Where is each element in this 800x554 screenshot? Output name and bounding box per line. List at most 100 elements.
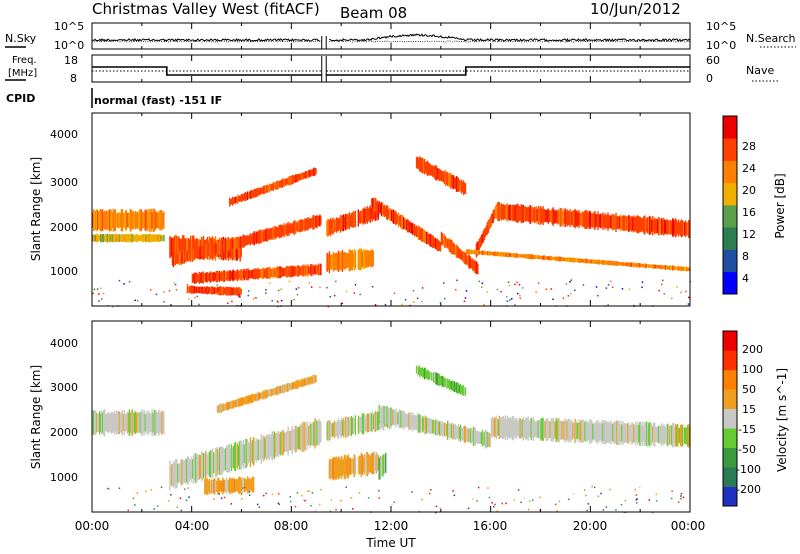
heatmap-cell <box>306 170 308 179</box>
heatmap-cell <box>664 425 666 444</box>
heatmap-cell <box>208 287 210 294</box>
heatmap-cell <box>282 267 284 277</box>
heatmap-cell <box>99 413 102 432</box>
heatmap-cell <box>231 447 234 467</box>
heatmap-cell <box>204 287 206 293</box>
heatmap-cell <box>100 234 103 242</box>
heatmap-cell <box>521 204 523 223</box>
heatmap-cell <box>134 411 136 434</box>
heatmap-cell <box>497 201 499 222</box>
heatmap-cell <box>519 294 521 297</box>
heatmap-cell <box>445 422 447 437</box>
heatmap-cell <box>101 412 104 433</box>
heatmap-cell <box>628 422 630 444</box>
heatmap-cell <box>684 267 686 271</box>
heatmap-cell <box>286 178 288 185</box>
heatmap-cell <box>476 430 479 444</box>
heatmap-cell <box>569 209 571 228</box>
heatmap-cell <box>174 253 177 266</box>
heatmap-cell <box>428 371 431 380</box>
heatmap-cell <box>95 210 97 230</box>
heatmap-cell <box>417 366 420 375</box>
heatmap-cell <box>223 240 225 253</box>
heatmap-cell <box>416 364 419 376</box>
heatmap-cell <box>337 456 340 480</box>
heatmap-cell <box>575 258 577 263</box>
heatmap-cell <box>461 427 464 440</box>
heatmap-cell <box>648 422 650 446</box>
heatmap-cell <box>316 420 318 446</box>
heatmap-cell <box>481 250 484 256</box>
heatmap-cell <box>453 381 456 393</box>
heatmap-cell <box>434 372 437 385</box>
colorbar-swatch <box>723 160 737 184</box>
heatmap-cell <box>335 280 337 283</box>
heatmap-cell <box>606 214 608 229</box>
heatmap-cell <box>439 241 442 252</box>
heatmap-cell <box>378 490 380 492</box>
heatmap-cell <box>311 266 313 274</box>
heatmap-cell <box>256 232 258 243</box>
heatmap-cell <box>350 213 352 228</box>
heatmap-cell <box>137 212 139 229</box>
heatmap-cell <box>170 494 172 496</box>
heatmap-cell <box>453 494 456 497</box>
heatmap-cell <box>307 264 309 277</box>
heatmap-cell <box>111 234 114 243</box>
heatmap-cell <box>252 269 254 280</box>
heatmap-cell <box>345 252 348 269</box>
heatmap-cell <box>332 252 335 272</box>
nsky-traces <box>91 23 691 49</box>
heatmap-cell <box>371 249 373 268</box>
heatmap-cell <box>172 252 175 268</box>
heatmap-cell <box>427 419 429 432</box>
heatmap-cell <box>235 399 237 408</box>
heatmap-cell <box>191 239 193 256</box>
heatmap-cell <box>254 233 256 243</box>
heatmap-cell <box>555 418 557 443</box>
heatmap-cell <box>632 262 634 267</box>
heatmap-cell <box>184 488 186 490</box>
heatmap-cell <box>128 280 131 283</box>
heatmap-cell <box>291 175 293 185</box>
heatmap-cell <box>528 207 530 222</box>
heatmap-cell <box>500 417 502 438</box>
heatmap-cell <box>600 492 602 495</box>
heatmap-cell <box>415 156 418 168</box>
heatmap-cell <box>113 209 116 232</box>
heatmap-cell <box>457 383 460 394</box>
heatmap-cell <box>271 388 273 396</box>
heatmap-cell <box>330 459 333 478</box>
heatmap-cell <box>339 459 342 476</box>
heatmap-cell <box>662 426 664 443</box>
heatmap-cell <box>102 212 105 229</box>
heatmap-cell <box>444 169 447 186</box>
heatmap-cell <box>430 419 432 434</box>
heatmap-cell <box>284 224 286 236</box>
heatmap-cell <box>209 244 211 256</box>
heatmap-cell <box>161 410 163 435</box>
heatmap-cell <box>573 422 575 439</box>
heatmap-cell <box>456 279 458 281</box>
heatmap-cell <box>205 450 207 480</box>
heatmap-cell <box>450 422 452 439</box>
heatmap-cell <box>368 207 370 222</box>
heatmap-cell <box>246 439 249 467</box>
x-axis: 00:00 04:00 08:00 12:00 16:00 20:00 00:0… <box>75 519 706 550</box>
heatmap-cell <box>616 420 618 445</box>
heatmap-cell <box>486 291 489 293</box>
heatmap-cell <box>128 409 130 436</box>
heatmap-cell <box>246 479 248 491</box>
heatmap-cell <box>390 208 392 222</box>
colorbar-swatch <box>723 182 737 206</box>
heatmap-cell <box>552 207 554 226</box>
heatmap-cell <box>292 266 294 276</box>
heatmap-cell <box>293 220 295 235</box>
heatmap-cell <box>674 427 676 444</box>
heatmap-cell <box>493 505 495 508</box>
heatmap-cell <box>196 286 199 293</box>
heatmap-cell <box>220 286 222 296</box>
heatmap-cell <box>638 424 640 443</box>
heatmap-cell <box>187 487 189 489</box>
heatmap-cell <box>245 193 248 200</box>
